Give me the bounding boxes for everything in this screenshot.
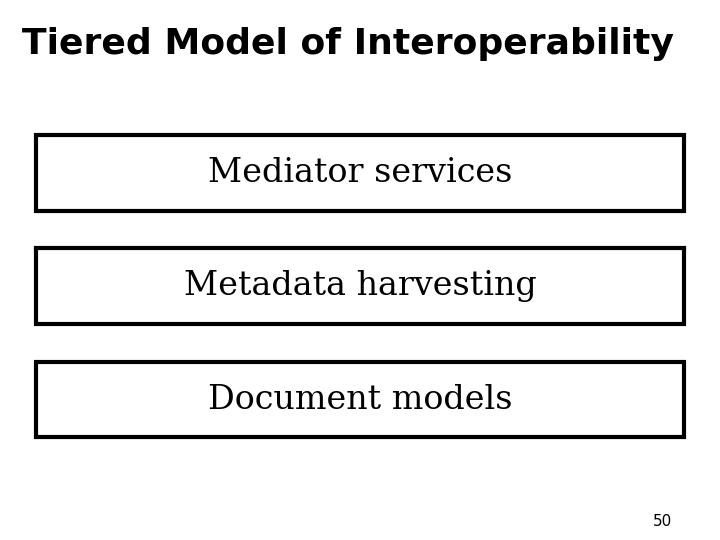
Text: 50: 50 [653,514,672,529]
Text: Mediator services: Mediator services [208,157,512,189]
Bar [36,248,684,324]
Bar [36,362,684,437]
Text: Document models: Document models [208,383,512,416]
Bar [36,135,684,211]
Text: Tiered Model of Interoperability: Tiered Model of Interoperability [22,27,673,61]
Text: Metadata harvesting: Metadata harvesting [184,270,536,302]
